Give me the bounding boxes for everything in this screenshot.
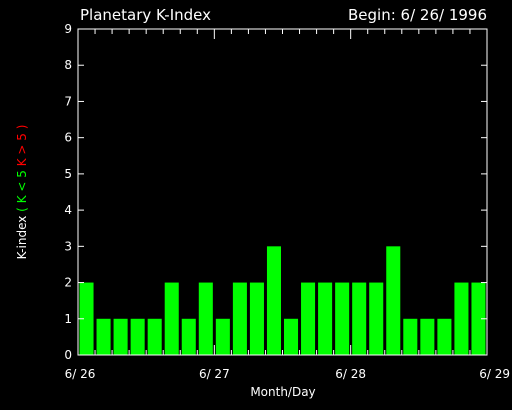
y-tick-label-8: 8 xyxy=(64,58,72,72)
y-tick-label-0: 0 xyxy=(64,348,72,362)
bar-18 xyxy=(369,282,384,355)
y-axis-label-prefix: K-index xyxy=(15,216,29,260)
y-tick-label-2: 2 xyxy=(64,276,72,290)
bar-1 xyxy=(79,282,94,355)
bar-6 xyxy=(164,282,179,355)
bar-11 xyxy=(249,282,264,355)
y-tick-label-1: 1 xyxy=(64,312,72,326)
bar-21 xyxy=(420,318,435,355)
bar-5 xyxy=(147,318,162,355)
bar-20 xyxy=(403,318,418,355)
y-tick-label-9: 9 xyxy=(64,22,72,36)
bar-4 xyxy=(130,318,145,355)
bar-15 xyxy=(318,282,333,355)
bar-17 xyxy=(352,282,367,355)
y-tick-label-6: 6 xyxy=(64,131,72,145)
begin-date-label: Begin: 6/ 26/ 1996 xyxy=(348,6,487,24)
y-axis-label: K-index ( K < 5 K > 5 ) xyxy=(15,125,29,260)
x-tick-label-2: 6/ 28 xyxy=(335,367,366,381)
bar-12 xyxy=(266,246,281,355)
bar-24 xyxy=(471,282,486,355)
y-axis-label-green: K < 5 xyxy=(15,170,29,203)
bar-group xyxy=(79,246,486,355)
bar-16 xyxy=(335,282,350,355)
bar-22 xyxy=(437,318,452,355)
bar-8 xyxy=(198,282,213,355)
x-tick-label-0: 6/ 26 xyxy=(65,367,96,381)
bar-3 xyxy=(113,318,128,355)
bar-2 xyxy=(96,318,111,355)
y-tick-label-4: 4 xyxy=(64,203,72,217)
bar-13 xyxy=(284,318,299,355)
chart-title: Planetary K-Index xyxy=(80,6,211,24)
x-tick-label-1: 6/ 27 xyxy=(199,367,230,381)
y-tick-label-7: 7 xyxy=(64,94,72,108)
y-axis-label-red: K > 5 xyxy=(15,133,29,166)
bar-7 xyxy=(181,318,196,355)
y-tick-label-5: 5 xyxy=(64,167,72,181)
bar-23 xyxy=(454,282,469,355)
bar-9 xyxy=(215,318,230,355)
y-axis-label-close: ) xyxy=(15,125,29,130)
bar-19 xyxy=(386,246,401,355)
y-axis-label-open: ( xyxy=(15,207,29,212)
bar-14 xyxy=(301,282,316,355)
x-axis-label: Month/Day xyxy=(250,385,315,399)
x-tick-label-3: 6/ 29 xyxy=(479,367,510,381)
y-tick-label-3: 3 xyxy=(64,239,72,253)
bar-10 xyxy=(232,282,247,355)
x-axis: 6/ 26 6/ 27 6/ 28 6/ 29 xyxy=(65,29,510,381)
y-axis: 0 1 2 3 4 5 6 7 8 9 xyxy=(64,22,487,362)
